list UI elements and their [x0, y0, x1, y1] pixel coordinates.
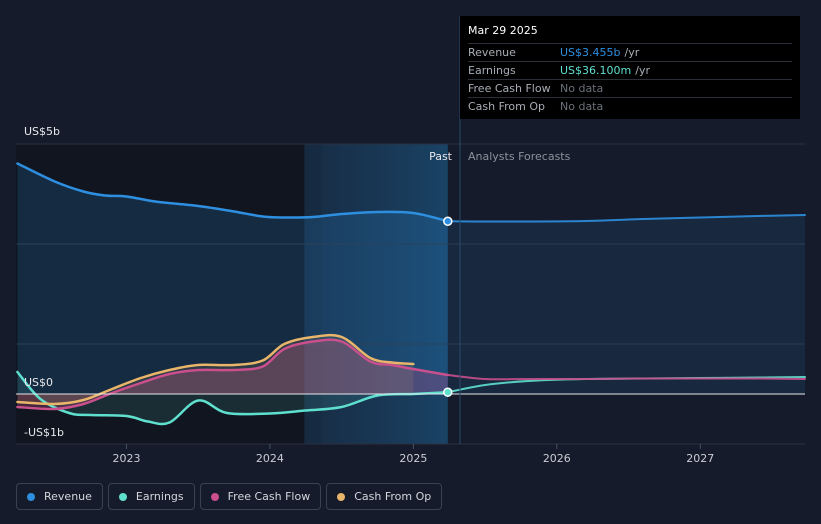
legend-label: Earnings: [135, 490, 184, 503]
free-cash-flow-forecast-line: [446, 374, 806, 381]
tooltip-row-label: Free Cash Flow: [468, 82, 551, 95]
tooltip-row-revenue: Revenue US$3.455b/yr: [468, 43, 792, 61]
y-label-top: US$5b: [24, 125, 60, 138]
revenue-forecast-area: [447, 215, 805, 394]
tooltip-row-label: Revenue: [468, 46, 516, 59]
y-label-zero: US$0: [24, 376, 53, 389]
x-tick-label: 2025: [399, 452, 427, 465]
earnings-line: [16, 370, 450, 426]
tooltip: Mar 29 2025 Revenue US$3.455b/yr Earnings U…: [460, 16, 800, 119]
legend-label: Revenue: [44, 490, 92, 503]
free-cash-flow-line: [16, 338, 450, 411]
legend-item-revenue[interactable]: Revenue: [16, 483, 103, 510]
legend-dot-icon: [27, 492, 35, 501]
tooltip-row-value: No data: [560, 82, 604, 95]
tooltip-row-cash-from-op: Cash From Op No data: [468, 97, 792, 115]
tooltip-row-label: Earnings: [468, 64, 516, 77]
tooltip-row-earnings: Earnings US$36.100m/yr: [468, 61, 792, 79]
series-lines: [16, 162, 806, 426]
cash-from-op-line: [16, 333, 415, 406]
legend-dot-icon: [118, 492, 127, 501]
tooltip-row-unit: /yr: [624, 46, 640, 59]
x-tick-label: 2024: [256, 452, 284, 465]
revenue-line: [16, 162, 450, 223]
tooltip-row-label: Cash From Op: [468, 100, 546, 113]
legend-label: Cash From Op: [354, 490, 432, 503]
legend-item-cash-from-op[interactable]: Cash From Op: [326, 483, 443, 510]
past-label: Past: [429, 150, 453, 163]
revenue-forecast-line: [446, 214, 806, 223]
x-tick-label: 2027: [686, 452, 714, 465]
earnings-area: [17, 372, 448, 425]
legend-dot-icon: [337, 492, 346, 501]
gridlines: [16, 143, 805, 445]
legend: Revenue Earnings Free Cash Flow Cash From O…: [16, 483, 443, 510]
hover-markers: [443, 216, 453, 397]
legend-item-earnings[interactable]: Earnings: [107, 483, 195, 510]
revenue-marker: [443, 216, 453, 226]
tooltip-rows: Revenue US$3.455b/yr Earnings US$36.100m/yr…: [468, 43, 792, 115]
tooltip-row-value: US$3.455b: [560, 46, 621, 59]
tooltip-row-free-cash-flow: Free Cash Flow No data: [468, 79, 792, 97]
legend-dot-icon: [210, 492, 219, 501]
tooltip-date: Mar 29 2025: [468, 24, 538, 37]
earnings-marker: [443, 387, 453, 397]
tooltip-row-unit: /yr: [635, 64, 650, 77]
legend-label: Free Cash Flow: [227, 490, 311, 503]
tooltip-row-value: No data: [560, 100, 604, 113]
y-label-bottom: -US$1b: [24, 426, 64, 439]
free-cash-flow-area: [17, 339, 448, 410]
x-tick-label: 2023: [112, 452, 140, 465]
legend-item-free-cash-flow[interactable]: Free Cash Flow: [199, 483, 322, 510]
tooltip-row-value: US$36.100m: [560, 64, 632, 77]
forecast-label: Analysts Forecasts: [468, 150, 571, 163]
x-tick-label: 2026: [543, 452, 571, 465]
x-axis-ticks: 2023 2024 2025 2026 2027: [112, 444, 714, 465]
